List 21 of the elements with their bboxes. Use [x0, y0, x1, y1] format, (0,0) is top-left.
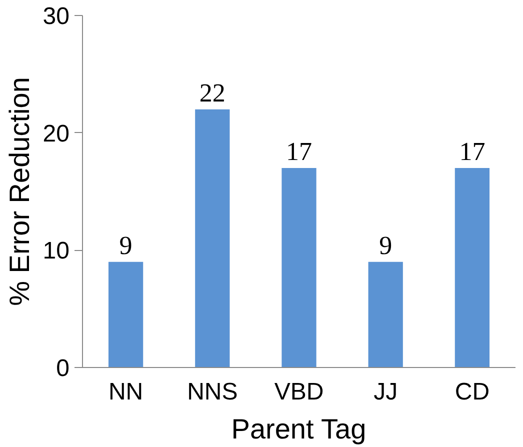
y-axis-title: % Error Reduction	[4, 77, 35, 306]
data-label: 9	[379, 230, 392, 260]
y-tick-label: 30	[42, 3, 70, 30]
y-tick-label: 10	[42, 238, 70, 265]
bar	[282, 168, 316, 368]
data-label: 17	[286, 137, 312, 166]
x-tick-label: CD	[454, 378, 490, 406]
x-tick-label: VBD	[274, 378, 324, 406]
data-label: 17	[459, 137, 486, 166]
x-tick-label: NNS	[187, 378, 238, 406]
bar	[454, 168, 490, 368]
x-tick-label: NN	[108, 378, 144, 406]
y-tick-label: 20	[42, 120, 70, 148]
bar	[195, 109, 230, 368]
x-axis-title: Parent Tag	[231, 414, 366, 444]
data-label: 22	[199, 78, 226, 108]
bar	[368, 262, 403, 368]
x-tick-label: JJ	[374, 378, 398, 406]
y-tick-label: 0	[56, 355, 70, 382]
data-label: 9	[119, 230, 132, 260]
bar	[108, 262, 144, 368]
